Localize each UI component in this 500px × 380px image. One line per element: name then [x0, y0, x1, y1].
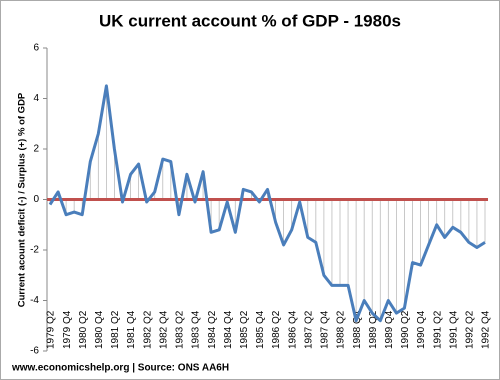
- x-tick-label: 1985 Q2: [239, 310, 250, 349]
- x-tick-label: 1988 Q4: [352, 310, 363, 349]
- x-tick-label: 1991 Q4: [448, 310, 459, 349]
- x-tick-label: 1990 Q2: [400, 310, 411, 349]
- x-tick-label: 1986 Q2: [271, 310, 282, 349]
- x-tick-label: 1980 Q4: [94, 310, 105, 349]
- x-tick-label: 1981 Q4: [126, 310, 137, 349]
- x-tick-label: 1984 Q2: [207, 310, 218, 349]
- y-tick-label: -6: [30, 346, 39, 357]
- y-tick-label: -2: [30, 245, 39, 256]
- x-tick-label: 1989 Q4: [384, 310, 395, 349]
- data-line: [48, 84, 486, 323]
- y-tick-label: 0: [33, 194, 39, 205]
- x-tick-label: 1983 Q2: [175, 310, 186, 349]
- chart-title: UK current account % of GDP - 1980s: [99, 11, 401, 30]
- x-tick-label: 1982 Q2: [142, 310, 153, 349]
- x-tick-label: 1990 Q4: [416, 310, 427, 349]
- x-tick-label: 1981 Q2: [110, 310, 121, 349]
- x-tick-label: 1979 Q4: [62, 310, 73, 349]
- x-tick-label: 1989 Q2: [368, 310, 379, 349]
- x-tick-label: 1992 Q4: [481, 310, 492, 349]
- x-tick-label: 1986 Q4: [287, 310, 298, 349]
- x-tick-label: 1992 Q2: [465, 310, 476, 349]
- x-tick-label: 1980 Q2: [78, 310, 89, 349]
- source-note: www.economicshelp.org | Source: ONS AA6H: [11, 363, 229, 374]
- y-tick-label: 2: [33, 144, 39, 155]
- y-tick-label: -4: [30, 295, 39, 306]
- y-tick-label: 6: [33, 43, 39, 54]
- x-tick-label: 1984 Q4: [223, 310, 234, 349]
- y-axis-label: Current acount deficit (-) / Surplus (+)…: [17, 92, 28, 307]
- y-tick-label: 4: [33, 93, 39, 104]
- x-tick-label: 1987 Q4: [320, 310, 331, 349]
- x-tick-label: 1983 Q4: [191, 310, 202, 349]
- x-tick-label: 1979 Q2: [46, 310, 57, 349]
- x-tick-label: 1988 Q2: [336, 310, 347, 349]
- x-tick-label: 1985 Q4: [255, 310, 266, 349]
- x-tick-label: 1991 Q2: [432, 310, 443, 349]
- x-tick-label: 1987 Q2: [303, 310, 314, 349]
- x-tick-label: 1982 Q4: [158, 310, 169, 349]
